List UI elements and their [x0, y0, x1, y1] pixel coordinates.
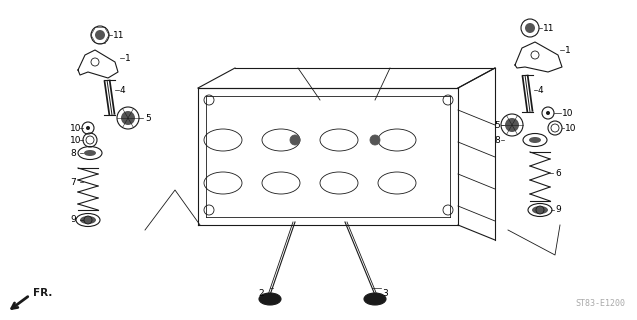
Ellipse shape: [84, 150, 96, 156]
Ellipse shape: [532, 206, 548, 214]
Circle shape: [546, 111, 550, 115]
Text: 9: 9: [70, 215, 76, 225]
Text: 10: 10: [70, 124, 82, 132]
Circle shape: [86, 126, 90, 130]
Text: 8: 8: [494, 135, 500, 145]
Ellipse shape: [259, 293, 281, 305]
Text: 5: 5: [145, 114, 151, 123]
Text: 1: 1: [125, 53, 131, 62]
Circle shape: [525, 23, 535, 33]
Text: 10: 10: [70, 135, 82, 145]
Text: 5: 5: [494, 121, 500, 130]
Text: ST83-E1200: ST83-E1200: [575, 299, 625, 308]
Circle shape: [290, 135, 300, 145]
Circle shape: [505, 118, 519, 132]
Text: 9: 9: [555, 205, 561, 214]
Ellipse shape: [80, 216, 96, 224]
Text: 11: 11: [113, 30, 124, 39]
Circle shape: [95, 30, 105, 40]
Ellipse shape: [529, 137, 541, 143]
Text: FR.: FR.: [33, 288, 52, 298]
Text: 6: 6: [555, 169, 561, 178]
Text: 7: 7: [70, 178, 76, 187]
Text: 3: 3: [382, 289, 388, 298]
Text: 8: 8: [70, 148, 76, 157]
Ellipse shape: [364, 293, 386, 305]
Text: 4: 4: [120, 85, 125, 94]
Circle shape: [370, 135, 380, 145]
Text: 2: 2: [258, 289, 264, 298]
Text: 10: 10: [565, 124, 576, 132]
Text: 4: 4: [538, 85, 543, 94]
Text: 10: 10: [562, 108, 573, 117]
Circle shape: [121, 111, 135, 125]
Text: 1: 1: [565, 45, 571, 54]
Text: 11: 11: [543, 23, 554, 33]
